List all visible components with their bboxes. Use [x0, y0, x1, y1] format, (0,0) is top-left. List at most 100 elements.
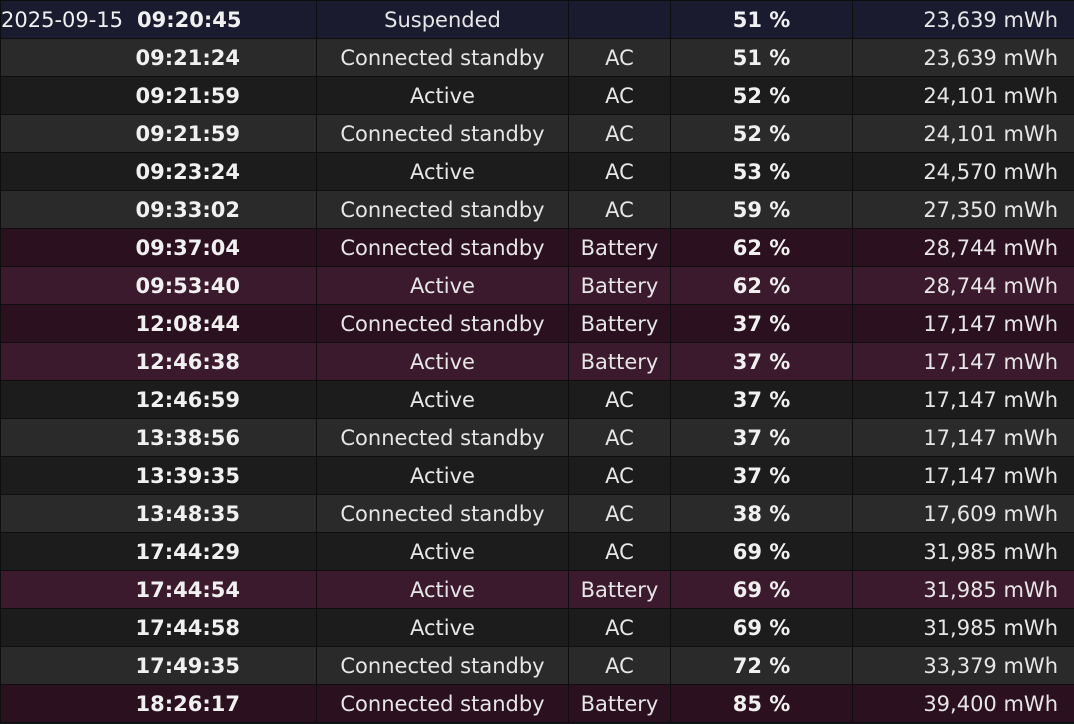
table-row: 09:33:02 Connected standby AC 59 % 27,350 mW…: [0, 190, 1074, 229]
cell-source: AC: [568, 532, 671, 571]
table-row: 17:44:54 Active Battery 69 % 31,985 mWh: [0, 570, 1074, 609]
cell-energy-remaining: 33,379 mWh: [852, 646, 1074, 685]
cell-state: Active: [316, 266, 569, 305]
cell-state: Connected standby: [316, 304, 569, 343]
time-label: 09:53:40: [135, 273, 240, 298]
cell-start-time: 17:49:35: [0, 646, 317, 685]
cell-source: AC: [568, 152, 671, 191]
cell-source: AC: [568, 114, 671, 153]
cell-start-time: 12:08:44: [0, 304, 317, 343]
cell-state: Active: [316, 608, 569, 647]
cell-energy-remaining: 17,609 mWh: [852, 494, 1074, 533]
cell-start-time: 12:46:38: [0, 342, 317, 381]
cell-capacity-remaining: 51 %: [670, 38, 853, 77]
table-row: 17:44:58 Active AC 69 % 31,985 mWh: [0, 608, 1074, 647]
cell-start-time: 13:48:35: [0, 494, 317, 533]
cell-capacity-remaining: 62 %: [670, 266, 853, 305]
table-row: 09:21:24 Connected standby AC 51 % 23,639 mW…: [0, 38, 1074, 77]
cell-state: Connected standby: [316, 114, 569, 153]
time-label: 12:46:38: [135, 349, 240, 374]
cell-source: AC: [568, 38, 671, 77]
time-label: 17:44:58: [135, 615, 240, 640]
cell-capacity-remaining: 69 %: [670, 532, 853, 571]
cell-source: AC: [568, 190, 671, 229]
cell-energy-remaining: 24,101 mWh: [852, 76, 1074, 115]
cell-state: Active: [316, 152, 569, 191]
cell-source: AC: [568, 76, 671, 115]
time-label: 09:21:24: [135, 45, 240, 70]
cell-source: AC: [568, 456, 671, 495]
table-row: 09:53:40 Active Battery 62 % 28,744 mWh: [0, 266, 1074, 305]
cell-source: AC: [568, 646, 671, 685]
time-label: 13:39:35: [135, 463, 240, 488]
time-label: 09:21:59: [135, 121, 240, 146]
cell-start-time: 12:46:59: [0, 380, 317, 419]
cell-energy-remaining: 23,639 mWh: [852, 38, 1074, 77]
cell-capacity-remaining: 69 %: [670, 608, 853, 647]
cell-source: AC: [568, 494, 671, 533]
cell-energy-remaining: 31,985 mWh: [852, 570, 1074, 609]
cell-capacity-remaining: 53 %: [670, 152, 853, 191]
cell-state: Active: [316, 570, 569, 609]
table-row: 17:49:35 Connected standby AC 72 % 33,379 mW…: [0, 646, 1074, 685]
cell-source: AC: [568, 418, 671, 457]
table-row: 13:48:35 Connected standby AC 38 % 17,609 mW…: [0, 494, 1074, 533]
table-row: 17:44:29 Active AC 69 % 31,985 mWh: [0, 532, 1074, 571]
cell-energy-remaining: 39,400 mWh: [852, 684, 1074, 723]
cell-capacity-remaining: 85 %: [670, 684, 853, 723]
time-label: 17:44:54: [135, 577, 240, 602]
cell-capacity-remaining: 52 %: [670, 76, 853, 115]
cell-state: Active: [316, 380, 569, 419]
cell-capacity-remaining: 37 %: [670, 456, 853, 495]
time-label: 18:26:17: [135, 691, 240, 716]
time-label: 17:44:29: [135, 539, 240, 564]
cell-capacity-remaining: 62 %: [670, 228, 853, 267]
cell-start-time: 2025-09-15 09:20:45: [0, 0, 317, 39]
cell-source: Battery: [568, 266, 671, 305]
cell-energy-remaining: 28,744 mWh: [852, 228, 1074, 267]
cell-capacity-remaining: 37 %: [670, 418, 853, 457]
table-row: 09:21:59 Active AC 52 % 24,101 mWh: [0, 76, 1074, 115]
cell-energy-remaining: 24,570 mWh: [852, 152, 1074, 191]
time-label: 12:08:44: [135, 311, 240, 336]
cell-capacity-remaining: 69 %: [670, 570, 853, 609]
cell-source: Battery: [568, 570, 671, 609]
date-label: 2025-09-15: [1, 7, 124, 32]
cell-state: Suspended: [316, 0, 569, 39]
table-row: 18:26:17 Connected standby Battery 85 % 39,4…: [0, 684, 1074, 723]
cell-state: Active: [316, 76, 569, 115]
cell-state: Connected standby: [316, 494, 569, 533]
time-label: 09:37:04: [135, 235, 240, 260]
cell-energy-remaining: 27,350 mWh: [852, 190, 1074, 229]
time-label: 12:46:59: [135, 387, 240, 412]
cell-source: AC: [568, 380, 671, 419]
cell-energy-remaining: 17,147 mWh: [852, 380, 1074, 419]
cell-energy-remaining: 17,147 mWh: [852, 456, 1074, 495]
cell-start-time: 13:38:56: [0, 418, 317, 457]
table-row: 09:23:24 Active AC 53 % 24,570 mWh: [0, 152, 1074, 191]
cell-state: Connected standby: [316, 228, 569, 267]
time-label: 09:23:24: [135, 159, 240, 184]
time-label: 09:33:02: [135, 197, 240, 222]
table-row: 2025-09-15 09:20:45 Suspended 51 % 23,639 mW…: [0, 0, 1074, 39]
table-row: 12:46:38 Active Battery 37 % 17,147 mWh: [0, 342, 1074, 381]
time-label: 13:48:35: [135, 501, 240, 526]
table-row: 13:39:35 Active AC 37 % 17,147 mWh: [0, 456, 1074, 495]
cell-start-time: 17:44:58: [0, 608, 317, 647]
cell-energy-remaining: 31,985 mWh: [852, 608, 1074, 647]
cell-start-time: 17:44:29: [0, 532, 317, 571]
time-label: 09:20:45: [137, 7, 242, 32]
cell-source: Battery: [568, 342, 671, 381]
cell-energy-remaining: 17,147 mWh: [852, 304, 1074, 343]
time-label: 17:49:35: [135, 653, 240, 678]
cell-capacity-remaining: 38 %: [670, 494, 853, 533]
cell-capacity-remaining: 37 %: [670, 342, 853, 381]
cell-state: Active: [316, 456, 569, 495]
cell-state: Connected standby: [316, 190, 569, 229]
cell-start-time: 09:21:59: [0, 76, 317, 115]
cell-capacity-remaining: 51 %: [670, 0, 853, 39]
table-row: 09:37:04 Connected standby Battery 62 % 28,7…: [0, 228, 1074, 267]
table-row: 12:08:44 Connected standby Battery 37 % 17,1…: [0, 304, 1074, 343]
